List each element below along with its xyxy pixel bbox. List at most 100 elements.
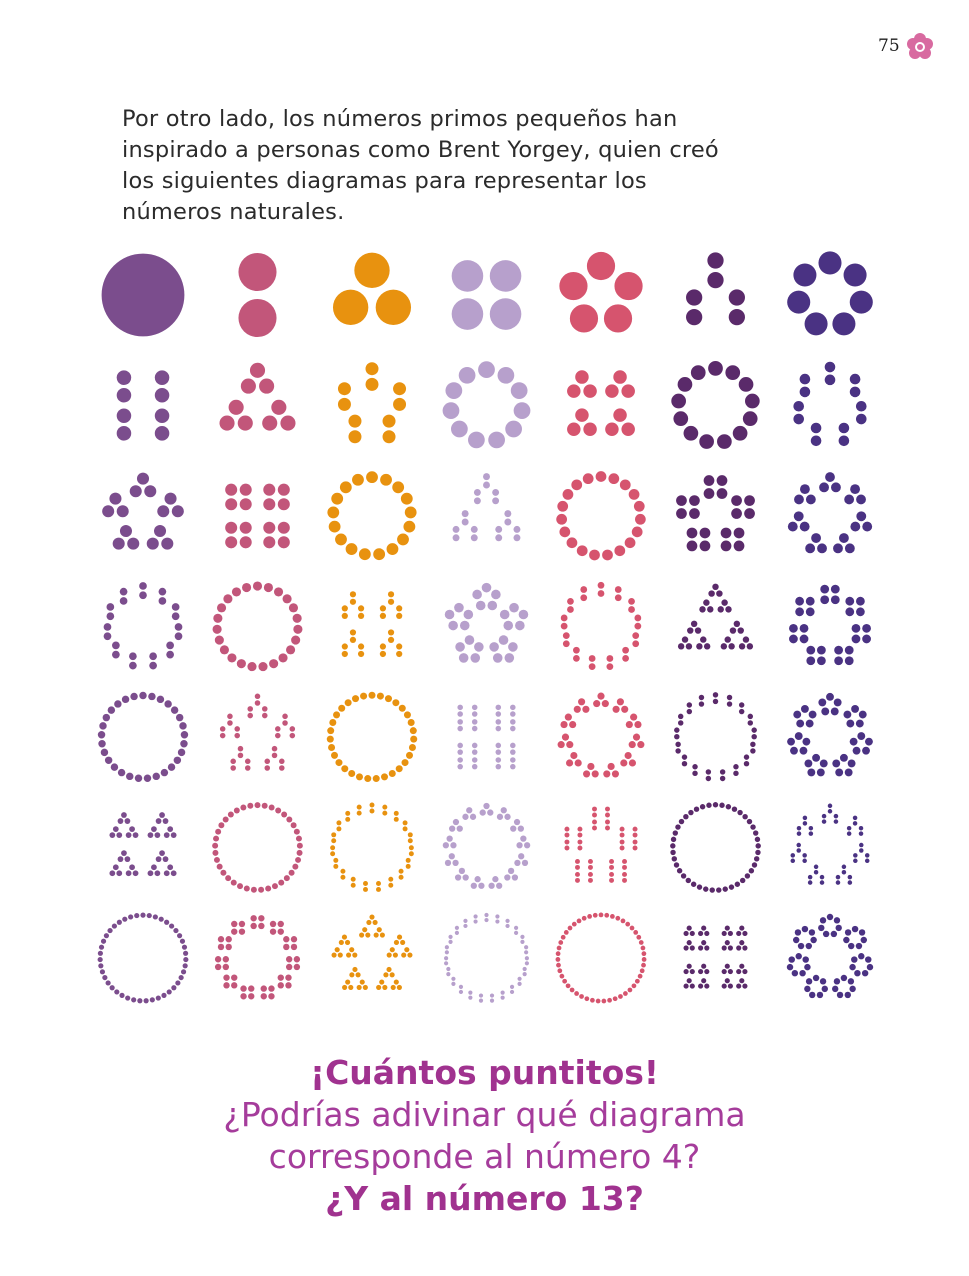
diagram-dot [565, 983, 571, 989]
diagram-dot [348, 984, 354, 990]
diagram-dot [382, 414, 396, 428]
diagram-dot [733, 527, 745, 539]
diagram-dot [747, 713, 754, 720]
diagram-dot [139, 691, 147, 700]
diagram-dot [445, 382, 463, 399]
diagram-dot [157, 505, 170, 518]
diagram-dot [835, 874, 841, 880]
diagram-dot [742, 636, 750, 643]
diagram-dot [728, 309, 745, 326]
diagram-dot [231, 974, 238, 981]
diagram-dot [744, 873, 751, 879]
diagram-dot [733, 620, 741, 628]
diagram-dot [167, 826, 174, 833]
diagram-dot [212, 842, 219, 849]
diagram-dot [408, 851, 414, 857]
diagram-dot [408, 743, 416, 751]
diagram-dot [116, 408, 132, 424]
diagram-dot [504, 518, 512, 526]
diagram-dot [856, 494, 866, 505]
diagram-dot [212, 849, 219, 856]
diagram-dot [292, 863, 299, 870]
diagram-dot [833, 917, 841, 924]
diagram-dot [849, 985, 856, 993]
diagram-dot [263, 536, 276, 549]
factor-diagram-37 [212, 802, 303, 893]
diagram-dot [580, 586, 588, 593]
diagram-dot [125, 995, 131, 1001]
diagram-dot [260, 993, 267, 1000]
diagram-dot [340, 868, 346, 874]
diagram-dot [846, 825, 852, 831]
diagram-dot [248, 985, 255, 992]
diagram-dot [359, 932, 365, 938]
diagram-dot [277, 483, 290, 496]
diagram-dot [748, 868, 755, 874]
diagram-dot [278, 879, 285, 886]
diagram-dot [846, 719, 855, 728]
diagram-dot [619, 832, 625, 838]
diagram-dot [368, 691, 376, 699]
diagram-dot [579, 994, 584, 999]
diagram-dot [471, 711, 478, 717]
diagram-dot [258, 886, 265, 893]
diagram-dot [107, 927, 113, 934]
diagram-dot [263, 498, 276, 511]
diagram-dot [496, 813, 504, 820]
diagram-dot [712, 802, 719, 808]
diagram-dot [285, 963, 293, 971]
diagram-dot [673, 862, 680, 868]
diagram-dot [603, 304, 633, 333]
diagram-dot [862, 521, 873, 532]
diagram-dot [349, 598, 357, 605]
diagram-dot [231, 982, 238, 989]
diagram-dot [240, 993, 247, 1000]
diagram-dot [569, 987, 575, 993]
diagram-dot [641, 951, 647, 957]
diagram-dot [97, 731, 106, 739]
diagram-dot [844, 991, 851, 999]
diagram-dot [509, 602, 519, 613]
diagram-dot [470, 525, 478, 533]
diagram-dot [729, 627, 737, 634]
diagram-dot [170, 706, 179, 714]
diagram-dot [164, 700, 172, 708]
diagram-dot [473, 914, 478, 919]
diagram-dot [574, 991, 579, 996]
diagram-dot [262, 706, 268, 712]
diagram-dot [841, 870, 847, 875]
diagram-dot [725, 365, 741, 380]
diagram-dot [449, 825, 456, 832]
diagram-dot [832, 312, 856, 336]
diagram-dot [446, 971, 451, 977]
diagram-dot [707, 252, 724, 269]
diagram-dot [159, 812, 165, 818]
diagram-dot [129, 864, 135, 871]
diagram-dot [152, 914, 158, 920]
diagram-dot [810, 422, 822, 434]
diagram-dot [724, 940, 730, 946]
diagram-dot [850, 484, 861, 495]
diagram-dot [116, 426, 132, 441]
diagram-dot [726, 694, 733, 701]
diagram-dot [728, 289, 745, 306]
diagram-dot [625, 721, 633, 729]
diagram-dot [155, 818, 162, 824]
diagram-dot [631, 983, 637, 989]
diagram-dot [849, 290, 873, 314]
diagram-dot [592, 912, 598, 918]
diagram-dot [393, 816, 399, 822]
diagram-dot [457, 719, 463, 725]
diagram-dot [854, 969, 861, 977]
diagram-dot [470, 882, 477, 889]
diagram-dot [472, 589, 482, 600]
diagram-dot [388, 770, 396, 778]
diagram-dot [564, 826, 570, 832]
diagram-dot [835, 880, 841, 885]
diagram-dot [801, 925, 809, 933]
diagram-dot [219, 645, 229, 655]
diagram-dot [444, 956, 449, 961]
diagram-dot [634, 622, 642, 630]
diagram-dot [613, 370, 627, 384]
diagram-dot [683, 814, 689, 820]
